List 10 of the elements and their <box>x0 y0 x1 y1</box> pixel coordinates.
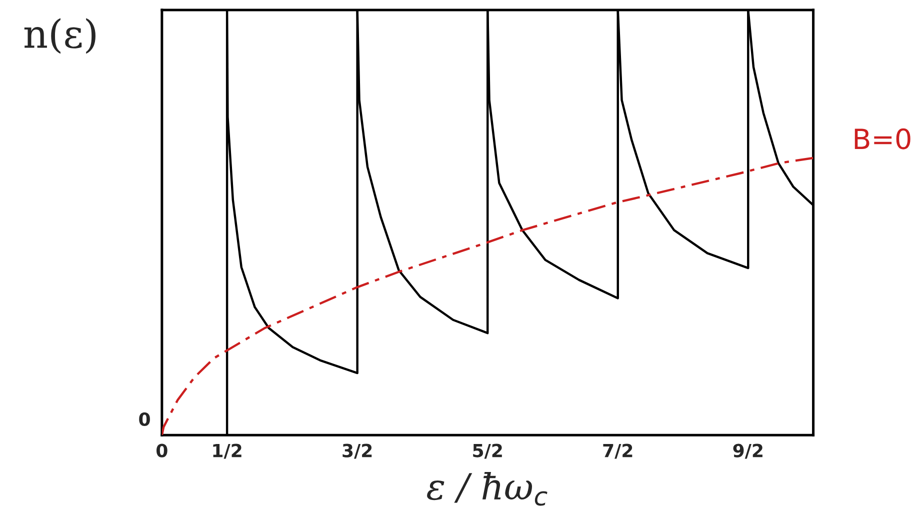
x-tick-label: 3/2 <box>342 444 372 459</box>
x-tick-label: 7/2 <box>603 444 632 459</box>
y-axis-title: n(ε) <box>24 18 96 54</box>
x-tick-label: 1/2 <box>213 444 242 459</box>
series-label: B=0 <box>854 128 910 150</box>
x-tick-label: 5/2 <box>473 444 502 459</box>
annotation: 0 <box>139 412 150 426</box>
x-axis-title: ε / ħω$_{c}$ <box>427 472 548 506</box>
x-tick-label: 9/2 <box>733 444 762 459</box>
x-tick-label: 0 <box>156 444 168 458</box>
